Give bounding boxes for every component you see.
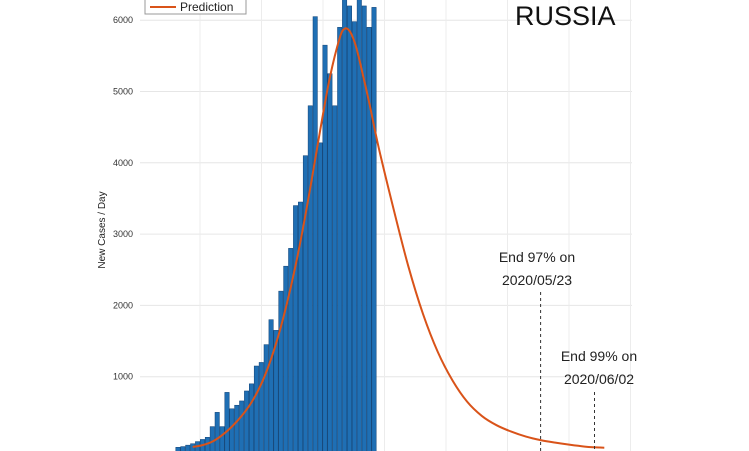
bar — [185, 444, 191, 451]
bar — [337, 27, 343, 451]
bar — [244, 390, 250, 451]
bar — [307, 105, 313, 451]
legend-label-prediction: Prediction — [180, 0, 233, 14]
bar — [175, 447, 181, 451]
bar — [273, 330, 279, 451]
bar — [180, 446, 186, 451]
bar-series — [175, 0, 377, 451]
bar — [229, 408, 235, 451]
bar — [288, 248, 294, 451]
bar — [356, 0, 362, 451]
bar — [342, 0, 348, 451]
y-tick-label: 6000 — [113, 15, 133, 25]
bar — [317, 142, 323, 451]
annotation-date: 2020/05/23 — [502, 272, 572, 288]
legend-box — [144, 0, 247, 15]
bar — [263, 344, 269, 451]
bar — [361, 5, 367, 451]
bar — [351, 21, 357, 451]
bar — [283, 265, 289, 451]
y-tick-label: 3000 — [113, 229, 133, 239]
bar — [258, 362, 264, 451]
bar — [214, 412, 220, 451]
bar — [224, 392, 230, 451]
y-tick-label: 1000 — [113, 372, 133, 382]
annotation-date: 2020/06/02 — [564, 371, 634, 387]
chart-title: RUSSIA — [515, 1, 616, 31]
y-axis-ticks: 1000 2000 3000 4000 5000 6000 — [113, 15, 133, 382]
annotation-label: End 99% on — [561, 348, 637, 364]
bar — [312, 16, 318, 451]
bar — [302, 155, 308, 451]
bar — [278, 290, 284, 451]
bar — [371, 7, 377, 451]
y-tick-label: 2000 — [113, 300, 133, 310]
y-tick-label: 4000 — [113, 158, 133, 168]
bar — [190, 443, 196, 451]
bar — [322, 44, 328, 451]
bar — [366, 27, 372, 451]
annotations: End 97% on 2020/05/23 End 99% on 2020/06/02 — [499, 249, 637, 451]
bar — [298, 201, 303, 451]
y-axis-label: New Cases / Day — [97, 191, 108, 268]
bar — [234, 404, 240, 451]
legend: Prediction — [144, 0, 247, 15]
bar — [253, 365, 259, 451]
chart-grid — [140, 0, 632, 451]
bar — [219, 426, 225, 451]
bar — [332, 105, 338, 451]
bar — [293, 205, 299, 451]
annotation-label: End 97% on — [499, 249, 575, 265]
prediction-line — [192, 27, 605, 449]
bar — [239, 400, 245, 451]
bar — [209, 426, 215, 451]
bar — [327, 73, 333, 451]
bar — [268, 319, 274, 451]
bar — [347, 5, 352, 451]
bar — [249, 383, 254, 451]
y-tick-label: 5000 — [113, 87, 133, 97]
